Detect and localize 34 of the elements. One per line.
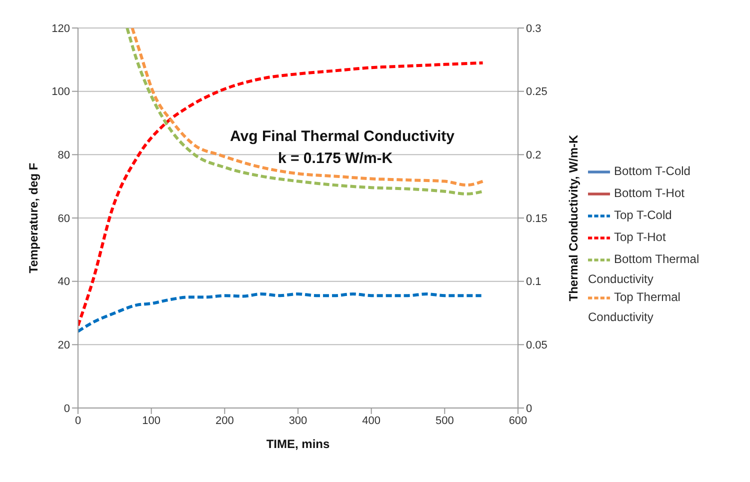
x-tick-label: 0 (74, 414, 82, 427)
y-tick-label: 60 (58, 212, 70, 225)
y-tick-label: 80 (58, 150, 70, 162)
x-tick-label: 500 (435, 414, 454, 427)
y2-tick-label: 0.3 (526, 22, 542, 35)
x-tick-label: 100 (142, 414, 161, 427)
legend-label: Bottom Thermal Conductivity (588, 252, 700, 286)
y2-tick-label: 0.15 (526, 212, 548, 225)
y2-tick-label: 0.05 (526, 340, 548, 352)
line-series (78, 61, 484, 328)
legend-label: Bottom T-Cold (614, 164, 690, 178)
x-tick-label: 600 (508, 414, 528, 427)
x-tick-label: 400 (362, 414, 381, 427)
y-tick-label: 20 (58, 340, 70, 352)
y-tick-label: 100 (52, 86, 70, 98)
y2-axis-title: Thermal Conductivity, W/m-K (566, 134, 580, 302)
y-tick-label: 120 (52, 22, 70, 35)
y2-tick-label: 0.25 (526, 86, 548, 98)
legend-label: Top T-Hot (614, 230, 666, 244)
annotation: k = 0.175 W/m-K (278, 150, 393, 167)
y2-tick-label: 0.2 (526, 150, 542, 162)
x-tick-label: 300 (288, 414, 308, 427)
legend-label: Bottom T-Hot (614, 186, 684, 200)
annotation: Avg Final Thermal Conductivity (230, 128, 454, 145)
y2-tick-label: 0 (526, 402, 532, 415)
x-axis-title: TIME, mins (266, 437, 330, 451)
x-tick-label: 200 (215, 414, 234, 427)
line-series (78, 292, 483, 333)
legend-label: Top T-Cold (614, 208, 672, 222)
y-tick-label: 0 (64, 402, 70, 415)
y-axis-title: Temperature, deg F (26, 162, 40, 274)
y-tick-label: 40 (58, 276, 70, 288)
y2-tick-label: 0.1 (526, 276, 542, 288)
legend-label: Top Thermal Conductivity (588, 290, 680, 324)
